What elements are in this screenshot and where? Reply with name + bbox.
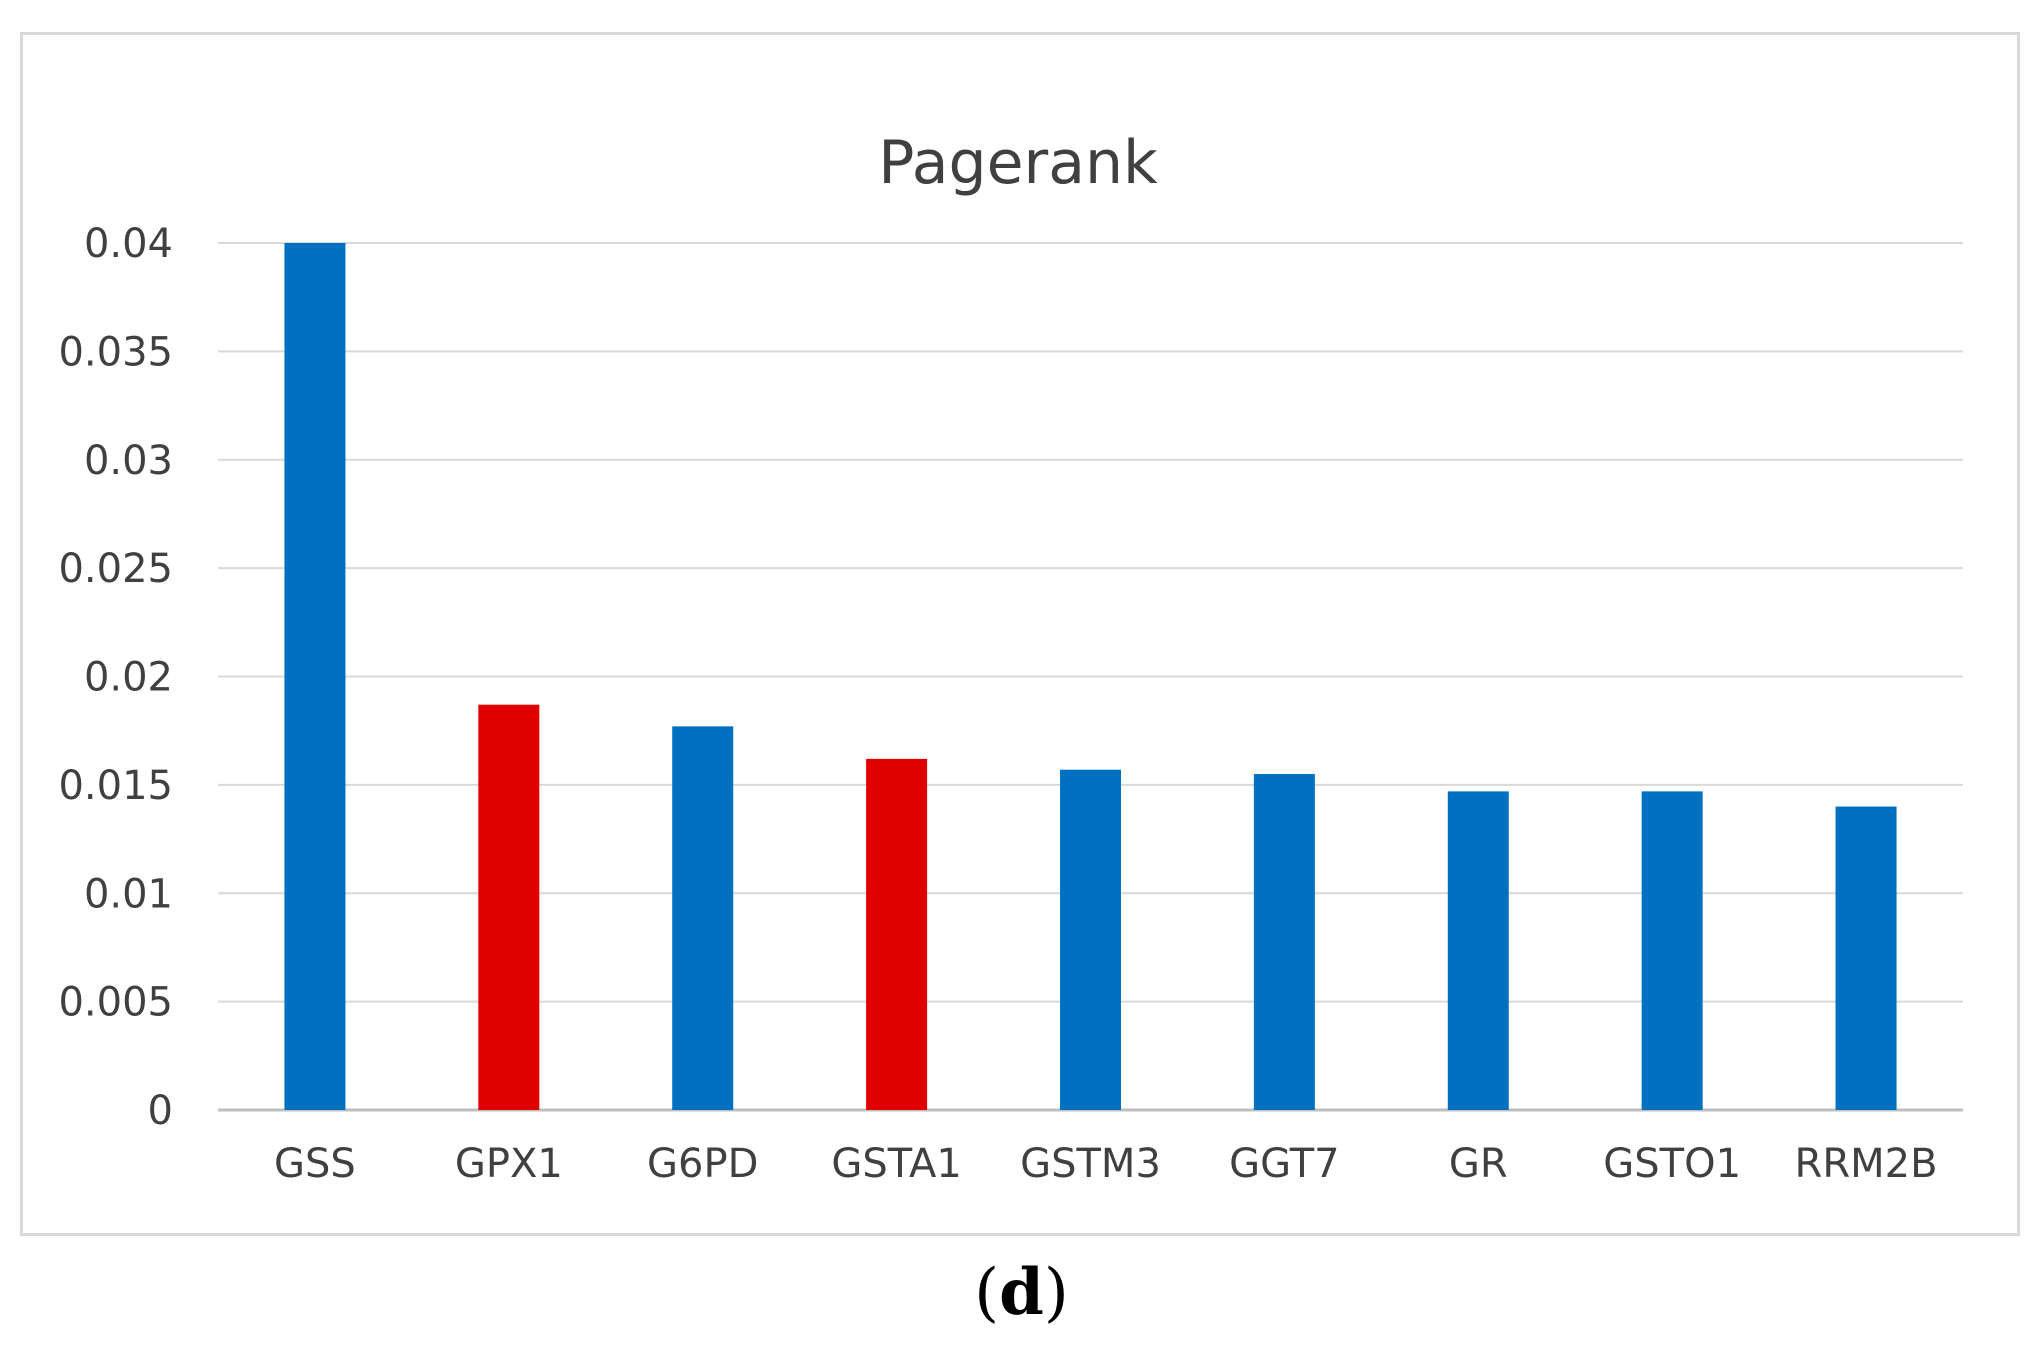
panel-label-letter: d (999, 1255, 1044, 1330)
y-tick-label: 0.04 (84, 221, 173, 267)
x-tick-label: G6PD (647, 1141, 758, 1187)
y-tick-label: 0.02 (84, 655, 173, 701)
y-tick-label: 0.015 (58, 763, 173, 809)
x-tick-label: GSTM3 (1020, 1141, 1161, 1187)
y-tick-label: 0.005 (58, 980, 173, 1026)
y-tick-label: 0.035 (58, 329, 173, 375)
y-axis: 0 0.005 0.01 0.015 0.02 0.025 0.03 0.035 0.04 (58, 221, 173, 1134)
y-tick-label: 0.025 (58, 546, 173, 592)
bar-gsto1 (1641, 791, 1703, 1110)
x-tick-label: GSTA1 (831, 1141, 962, 1187)
panel-label-open: ( (974, 1256, 1000, 1330)
y-tick-label: 0.03 (84, 438, 173, 484)
x-tick-label: GR (1449, 1141, 1508, 1187)
panel-label-close: ) (1043, 1256, 1069, 1330)
chart-frame: Pagerank 0 0.005 0.01 0.015 0.02 0.025 0.03 0.0… (20, 32, 2020, 1236)
bar-ggt7 (1253, 774, 1315, 1110)
x-tick-label: GSS (274, 1141, 356, 1187)
bar-gss (284, 243, 346, 1110)
bars (284, 243, 1897, 1110)
bar-gr (1447, 791, 1509, 1110)
x-tick-label: GPX1 (455, 1141, 563, 1187)
bar-gstm3 (1060, 769, 1121, 1110)
bar-gsta1 (866, 758, 928, 1110)
y-tick-label: 0.01 (84, 871, 173, 917)
panel-label: (d) (0, 1255, 2043, 1330)
bar-g6pd (672, 726, 734, 1110)
x-axis: GSS GPX1 G6PD GSTA1 GSTM3 GGT7 GR GSTO1 RRM2B (274, 1141, 1938, 1187)
x-tick-label: GGT7 (1229, 1141, 1339, 1187)
bar-gpx1 (478, 704, 540, 1110)
y-tick-label: 0 (148, 1088, 173, 1134)
chart-title: Pagerank (878, 128, 1158, 198)
x-tick-label: GSTO1 (1603, 1141, 1741, 1187)
bar-chart: Pagerank 0 0.005 0.01 0.015 0.02 0.025 0.03 0.0… (58, 128, 1963, 1187)
bar-rrm2b (1835, 806, 1897, 1110)
x-tick-label: RRM2B (1795, 1141, 1938, 1187)
